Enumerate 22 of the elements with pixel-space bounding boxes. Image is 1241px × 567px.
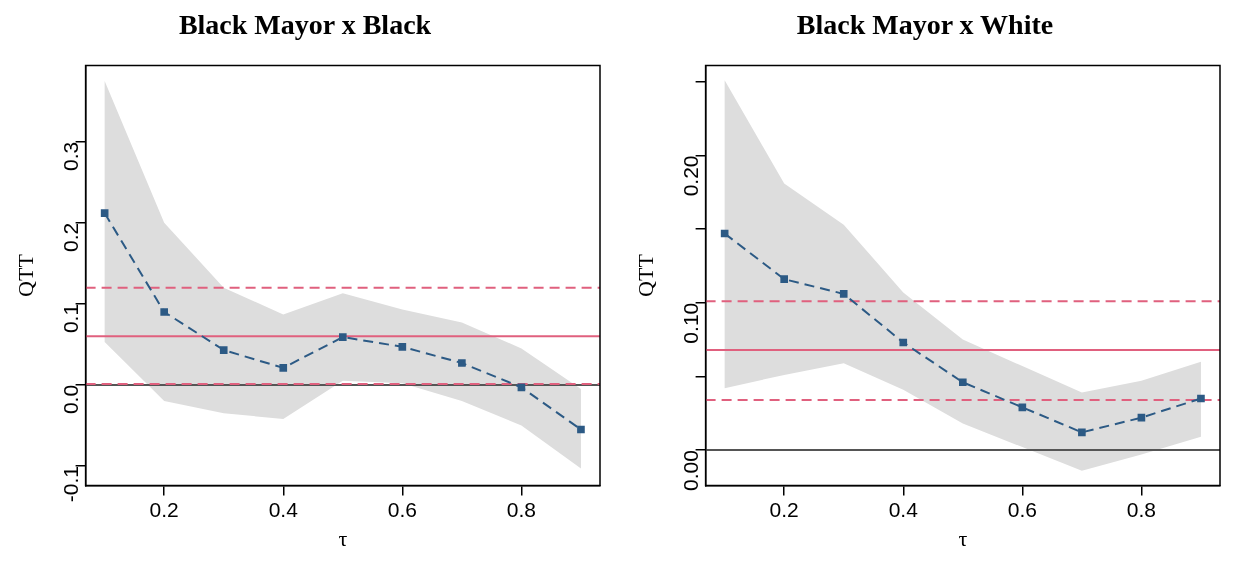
chart-title: Black Mayor x Black xyxy=(178,9,432,41)
x-tick-label: 0.8 xyxy=(1126,497,1157,521)
chart-title: Black Mayor x White xyxy=(796,9,1054,41)
y-tick-label: 0.20 xyxy=(679,155,703,197)
x-tick-label: 0.2 xyxy=(149,497,179,521)
y-tick-label: 0.1 xyxy=(59,303,83,334)
x-tick-label: 0.8 xyxy=(506,497,537,521)
x-axis-title: τ xyxy=(338,525,348,551)
x-axis-title: τ xyxy=(958,525,968,551)
y-tick-label: 0.00 xyxy=(679,450,703,491)
y-tick-label: 0.10 xyxy=(679,302,703,344)
x-tick-label: 0.6 xyxy=(1007,497,1037,521)
y-tick-label: -0.1 xyxy=(59,465,83,503)
x-tick-label: 0.6 xyxy=(387,497,417,521)
x-tick-label: 0.2 xyxy=(769,497,799,521)
y-axis-title: QTT xyxy=(632,253,658,297)
y-tick-label: 0.2 xyxy=(59,222,83,253)
x-tick-label: 0.4 xyxy=(268,497,299,521)
y-axis-title: QTT xyxy=(12,253,38,297)
y-tick-label: 0.3 xyxy=(59,141,83,171)
x-tick-label: 0.4 xyxy=(888,497,919,521)
y-tick-label: 0.0 xyxy=(59,384,83,415)
